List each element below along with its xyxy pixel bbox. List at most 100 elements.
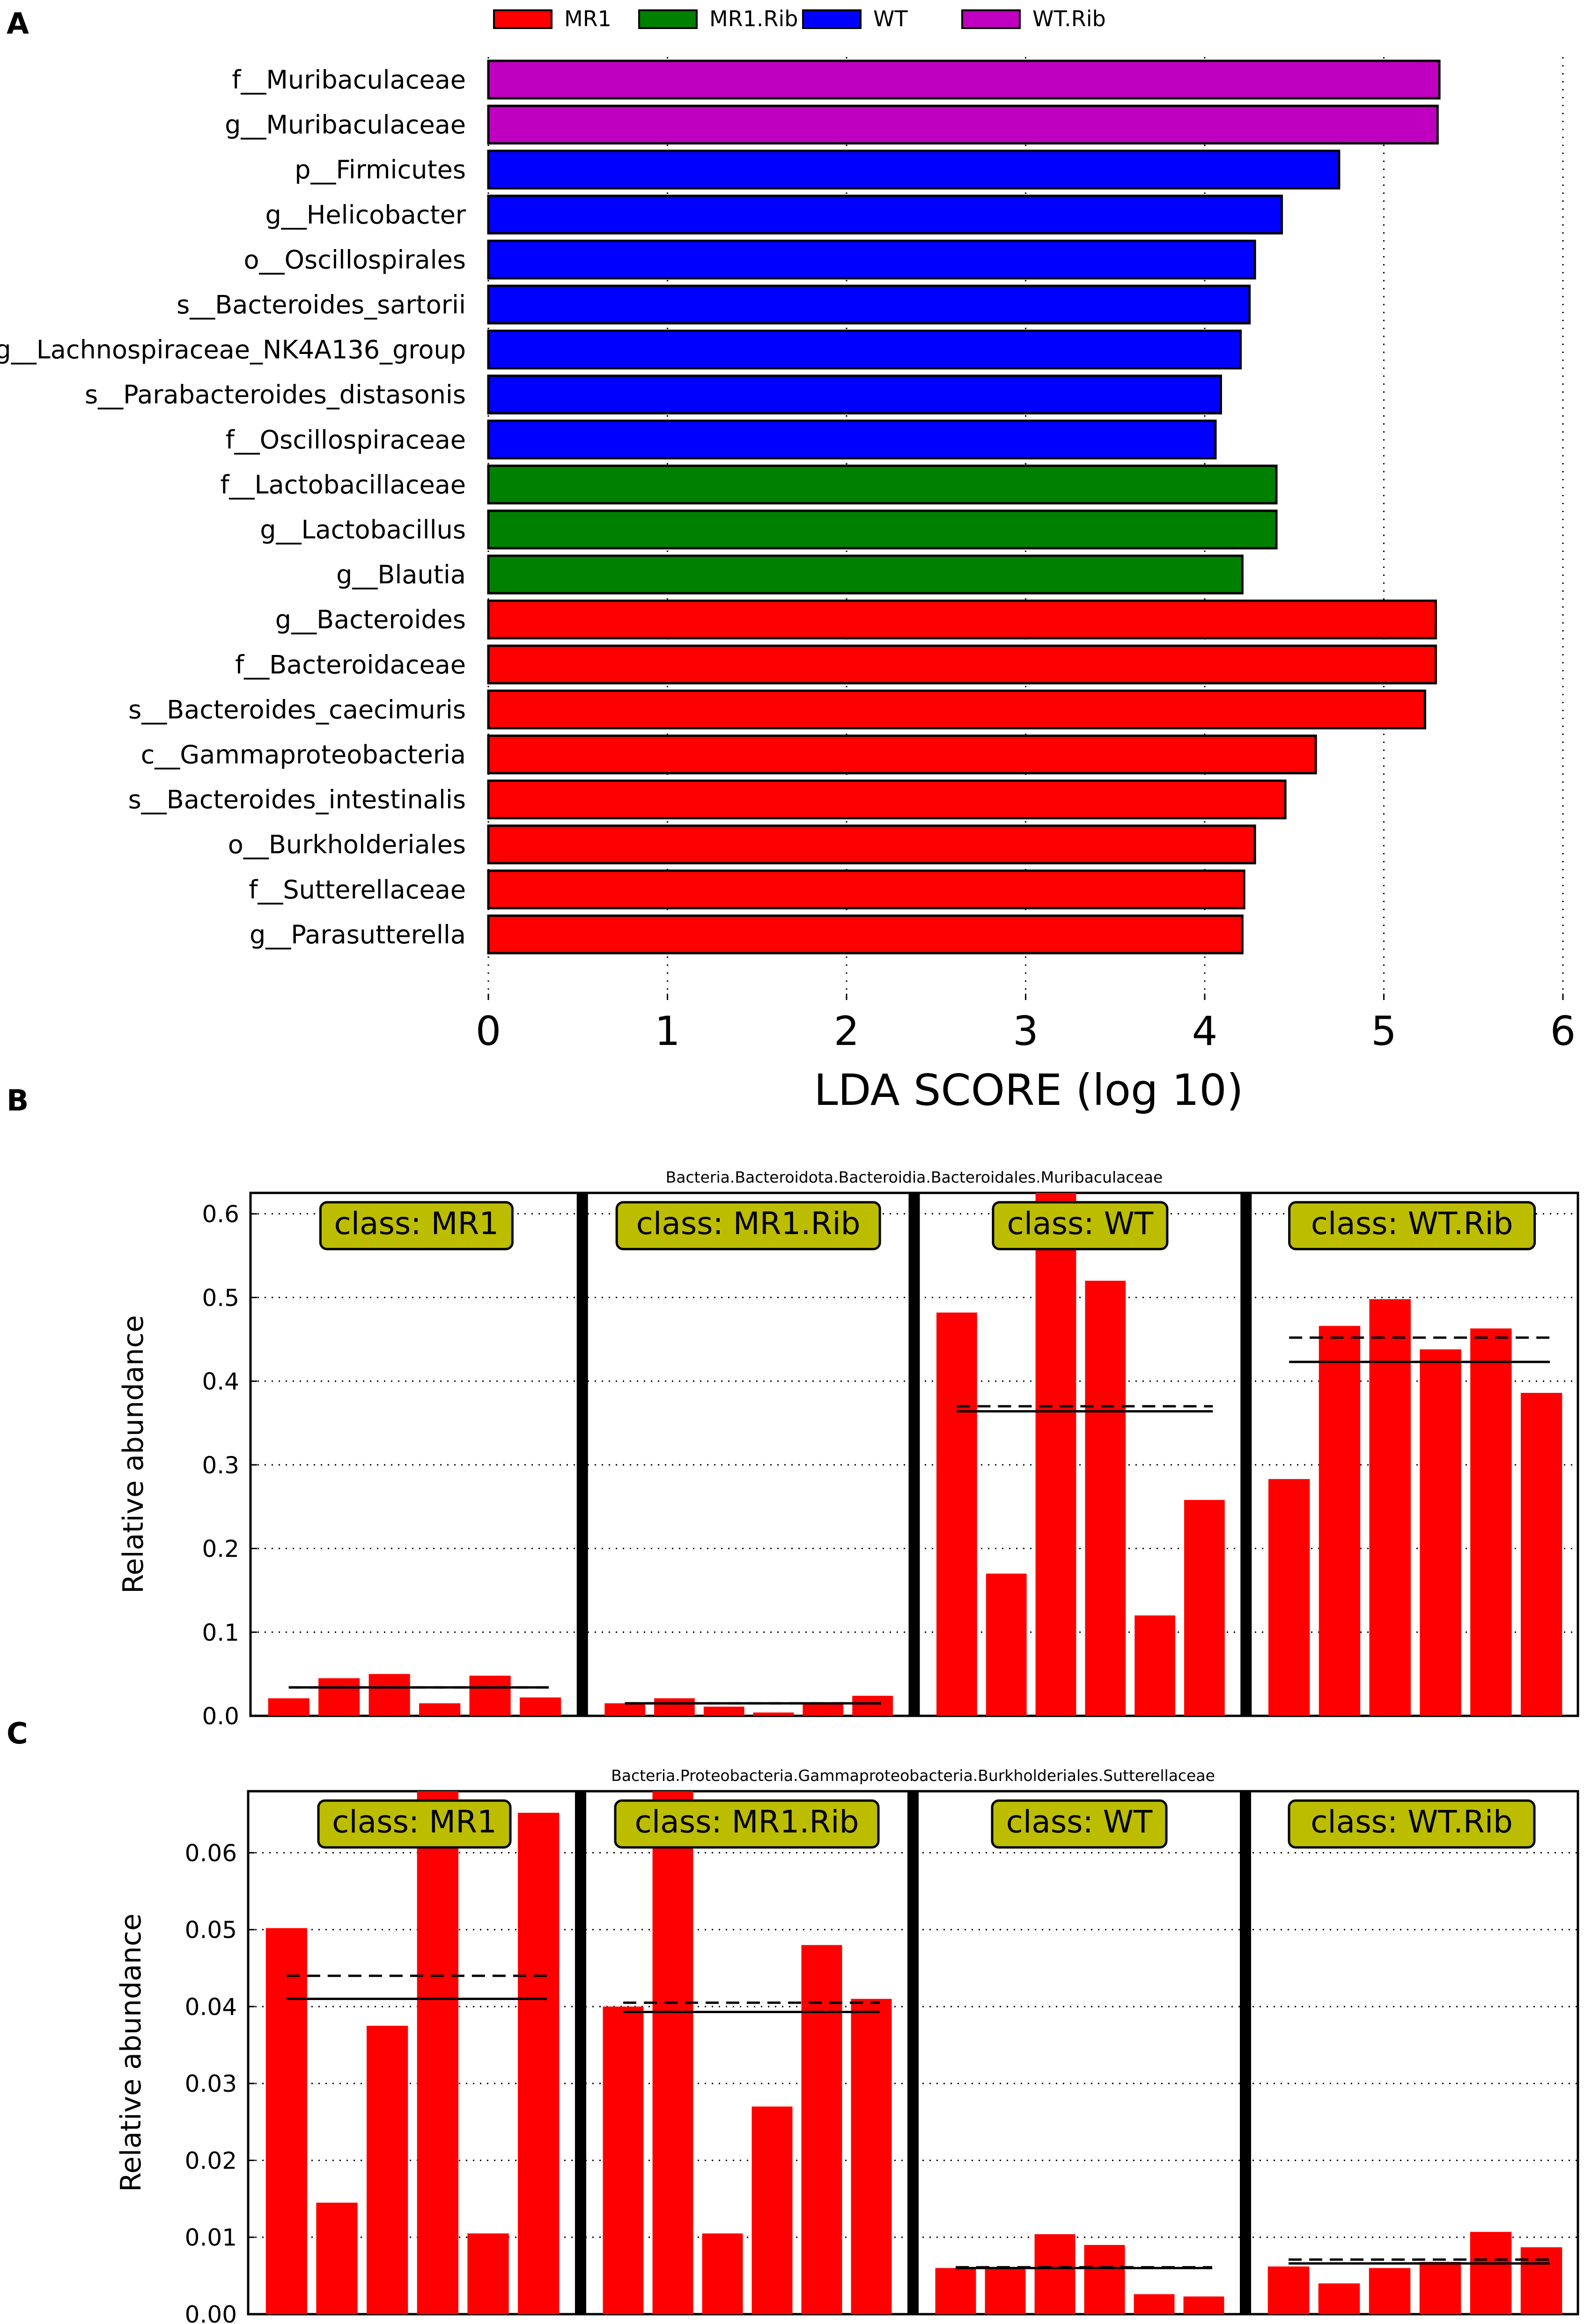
lda-x-tick-label: 4 <box>1192 1008 1218 1055</box>
class-badge-label: class: WT <box>1006 1804 1153 1840</box>
abundance-y-tick-label: 0.3 <box>202 1452 239 1479</box>
panel-b-chart: 0.0 0.1 0.2 0.3 0.4 0.5 0.6 Bacteria.Bacteroido… <box>117 1168 1579 1730</box>
class-separator <box>908 1193 920 1716</box>
legend-swatch <box>638 9 698 29</box>
lda-category-label: g__Bacteroides <box>275 605 466 634</box>
abundance-y-tick-label: 0.01 <box>185 2224 237 2251</box>
abundance-bar <box>1470 1328 1512 1716</box>
lda-bar <box>487 554 1244 595</box>
abundance-bar <box>1369 1299 1411 1716</box>
lda-bar <box>487 644 1437 684</box>
abundance-bar <box>268 1698 309 1716</box>
lda-category-label: f__Sutterellaceae <box>249 875 466 905</box>
abundance-y-tick-label: 0.03 <box>185 2070 237 2097</box>
abundance-y-tick-label: 0.04 <box>185 1993 237 2021</box>
lda-bar <box>487 780 1287 820</box>
lda-bar <box>487 239 1256 279</box>
lda-bar <box>487 104 1439 145</box>
class-separator <box>907 1791 919 2314</box>
class-badge <box>614 1799 880 1849</box>
class-badge-label: class: WT <box>1007 1206 1154 1242</box>
legend-swatch <box>961 9 1021 29</box>
abundance-bar <box>265 1928 307 2314</box>
lda-category-label: s__Bacteroides_caecimuris <box>128 695 466 724</box>
class-badge <box>992 1201 1169 1250</box>
lda-bar <box>487 59 1441 100</box>
lda-bar <box>487 509 1278 550</box>
abundance-bar <box>467 2233 509 2314</box>
lda-bar <box>487 464 1278 505</box>
abundance-y-tick-label: 0.00 <box>185 2301 237 2324</box>
class-badge-label: class: MR1.Rib <box>635 1804 859 1840</box>
lda-category-label: g__Muribaculaceae <box>225 110 466 140</box>
abundance-bar <box>1420 1349 1461 1716</box>
abundance-bar <box>518 1812 560 2314</box>
abundance-bar <box>753 1712 794 1716</box>
class-badge-label: class: MR1 <box>334 1206 499 1242</box>
lda-category-label: f__Muribaculaceae <box>232 65 466 95</box>
lda-category-label: s__Bacteroides_intestinalis <box>128 785 466 815</box>
abundance-bar <box>801 1945 842 2314</box>
abundance-bar <box>1135 1615 1175 1716</box>
abundance-y-tick-label: 0.4 <box>202 1368 239 1395</box>
lda-bar <box>487 194 1283 235</box>
abundance-bar <box>652 1791 693 2314</box>
lda-bar <box>487 419 1217 460</box>
legend-label: WT <box>873 6 908 31</box>
abundance-bar <box>1318 2283 1360 2314</box>
abundance-bar <box>1419 2262 1461 2314</box>
panel-label-b: B <box>7 1083 29 1118</box>
abundance-bar <box>419 1703 461 1716</box>
lda-category-label: g__Blautia <box>336 560 466 589</box>
abundance-bar <box>1034 2234 1076 2314</box>
lda-category-label: p__Firmicutes <box>295 155 466 184</box>
panel-label-c: C <box>7 1716 28 1750</box>
lda-bar <box>487 869 1245 910</box>
lda-category-label: s__Parabacteroides_distasonis <box>85 380 466 410</box>
abundance-title: Bacteria.Bacteroidota.Bacteroidia.Bacter… <box>666 1168 1163 1186</box>
lda-x-tick-label: 6 <box>1550 1008 1576 1055</box>
lda-category-label: o__Oscillospirales <box>244 245 466 274</box>
abundance-y-axis-label: Relative abundance <box>117 1315 150 1594</box>
abundance-bar <box>1184 1500 1225 1716</box>
class-separator <box>1240 1193 1252 1716</box>
abundance-bar <box>1035 1193 1076 1716</box>
lda-category-label: g__Lactobacillus <box>260 515 466 544</box>
lda-bar <box>487 149 1341 190</box>
lda-category-label: f__Oscillospiraceae <box>226 425 466 455</box>
abundance-bar <box>1134 2294 1175 2314</box>
abundance-y-tick-label: 0.1 <box>202 1619 239 1646</box>
abundance-y-tick-label: 0.02 <box>185 2147 237 2174</box>
class-badge <box>319 1201 514 1250</box>
legend-label: MR1.Rib <box>709 6 798 31</box>
abundance-bar <box>654 1698 695 1716</box>
abundance-bar <box>1268 1479 1310 1716</box>
lda-bar <box>487 824 1256 865</box>
class-badge <box>991 1799 1168 1849</box>
abundance-bar <box>1470 2232 1512 2314</box>
class-separator <box>576 1193 588 1716</box>
lda-bar <box>487 330 1242 370</box>
legend-swatch <box>493 9 553 29</box>
legend-label: WT.Rib <box>1032 6 1106 31</box>
abundance-bar <box>318 1678 360 1716</box>
lda-chart: 0 1 2 3 4 5 6 f__Muribaculaceae g__Muribaculacea… <box>0 57 1576 1115</box>
lda-category-label: s__Bacteroides_sartorii <box>177 290 466 320</box>
abundance-bar <box>935 2268 976 2314</box>
class-badge <box>1288 1799 1536 1849</box>
lda-x-tick-label: 5 <box>1371 1008 1397 1055</box>
abundance-bar <box>604 1703 646 1716</box>
class-badge-label: class: WT.Rib <box>1311 1804 1513 1840</box>
class-separator <box>1240 1791 1251 2314</box>
abundance-bar <box>1369 2268 1411 2314</box>
class-badge-label: class: MR1 <box>332 1804 497 1840</box>
lda-category-label: f__Bacteroidaceae <box>235 650 466 679</box>
legend-label: MR1 <box>564 6 611 31</box>
abundance-bar <box>703 1706 744 1716</box>
abundance-bar <box>1520 2247 1562 2314</box>
lda-legend: MR1 MR1.Rib WT WT.Rib <box>493 6 1106 31</box>
abundance-bar <box>1267 2266 1310 2314</box>
class-badge <box>615 1201 881 1250</box>
abundance-title: Bacteria.Proteobacteria.Gammaproteobacte… <box>611 1766 1215 1785</box>
